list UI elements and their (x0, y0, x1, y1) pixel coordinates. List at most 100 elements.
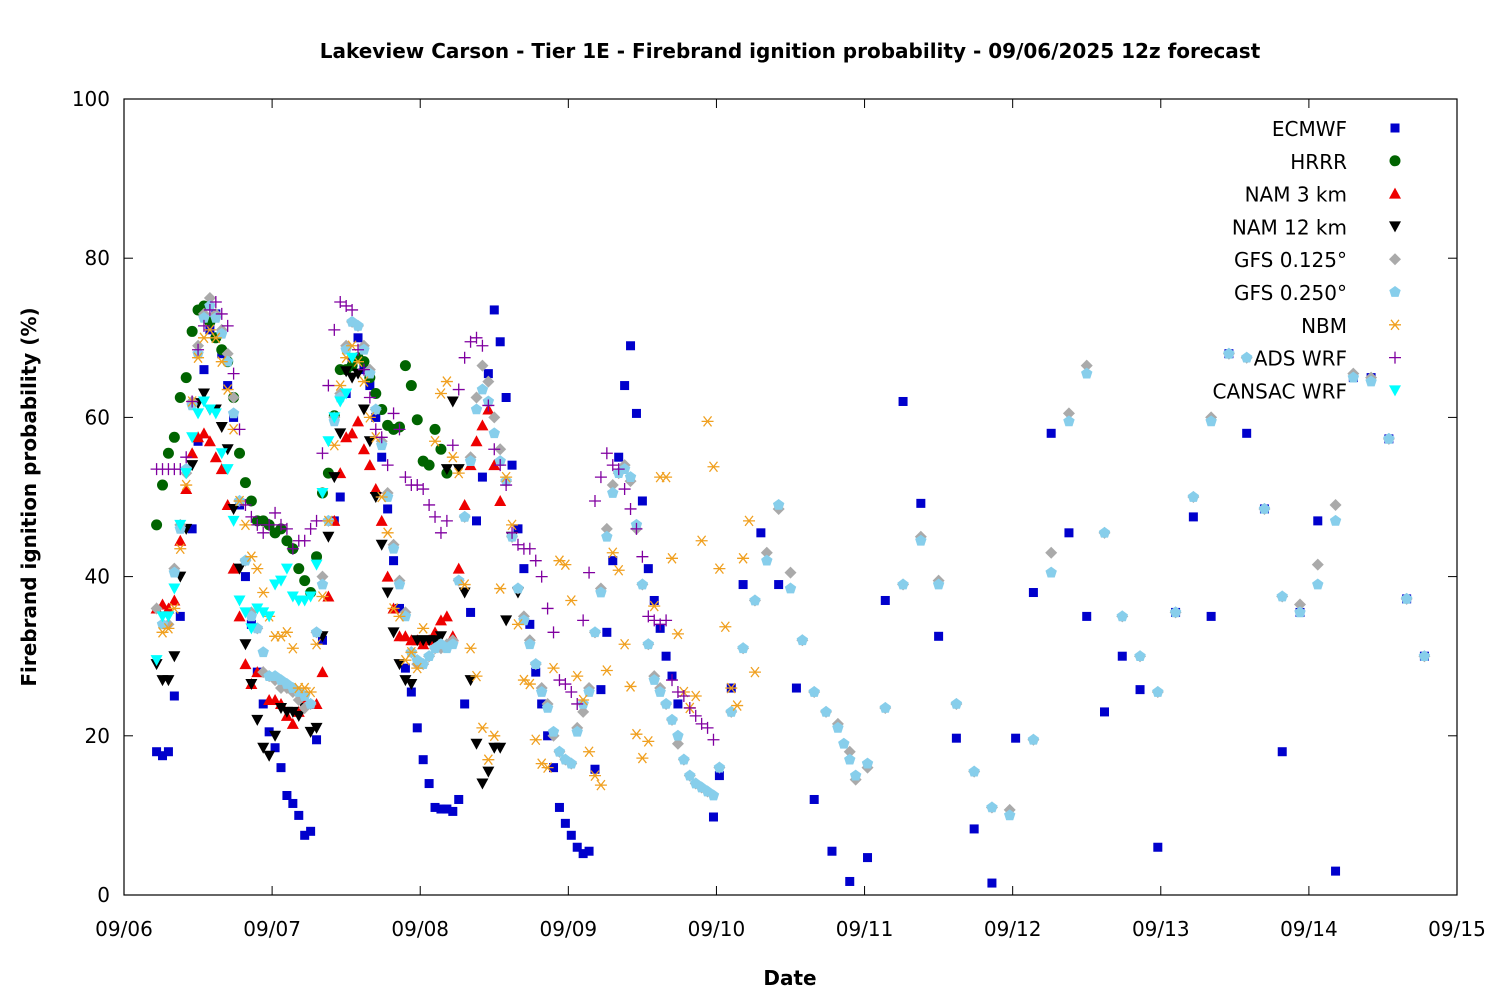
data-point-nam-12-km (340, 366, 353, 378)
data-point-ads-wrf (369, 423, 382, 436)
data-point-ecmwf (489, 305, 499, 315)
data-point-gfs-0-125 (1294, 598, 1307, 611)
data-point-nam-12-km (263, 750, 276, 762)
data-point-nam-12-km (322, 531, 335, 543)
data-point-ecmwf (791, 683, 801, 693)
data-point-hrrr (399, 360, 411, 372)
data-point-nbm (636, 752, 649, 764)
data-point-ads-wrf (209, 295, 222, 308)
data-point-gfs-0-125 (1311, 558, 1324, 571)
data-point-ecmwf (608, 556, 618, 566)
data-point-nam-3-km (340, 431, 353, 443)
data-point-gfs-0-125 (1062, 407, 1075, 420)
data-point-nam-3-km (476, 419, 489, 431)
data-point-ecmwf (738, 580, 748, 590)
data-point-nam-12-km (452, 464, 465, 476)
data-point-nam-3-km (494, 494, 507, 506)
plot-frame (123, 98, 1458, 896)
data-point-gfs-0-250 (1400, 592, 1413, 604)
data-point-nbm (488, 730, 501, 742)
data-point-gfs-0-125 (784, 566, 797, 579)
data-point-ecmwf (1028, 588, 1038, 598)
legend-label-ecmwf: ECMWF (1272, 117, 1347, 141)
data-point-ecmwf (276, 763, 286, 773)
legend: ECMWF HRRR NAM 3 km NAM 12 km GFS 0.125° GFS … (1212, 117, 1401, 403)
data-point-ecmwf (934, 631, 944, 641)
data-point-gfs-0-250 (245, 610, 258, 622)
data-point-ecmwf (863, 853, 873, 863)
data-point-nbm (689, 690, 702, 702)
data-point-gfs-0-250 (541, 701, 554, 713)
data-point-ecmwf (406, 687, 416, 697)
data-point-nbm (322, 515, 335, 527)
data-point-gfs-0-250 (1169, 606, 1182, 618)
data-point-gfs-0-250 (772, 498, 785, 510)
data-point-ads-wrf (304, 522, 317, 535)
data-point-ecmwf (554, 802, 564, 812)
data-point-nam-3-km (440, 610, 453, 622)
data-point-ads-wrf (571, 697, 584, 710)
data-point-ecmwf (1242, 428, 1252, 438)
data-point-gfs-0-125 (227, 391, 240, 404)
data-point-nam-12-km (197, 388, 210, 400)
legend-label-nam-3-km: NAM 3 km (1245, 183, 1347, 207)
data-point-cansac-wrf (203, 404, 216, 416)
data-point-ecmwf (620, 381, 630, 391)
data-point-gfs-0-250 (1004, 809, 1016, 821)
data-point-ecmwf (1277, 747, 1287, 757)
data-point-ads-wrf (393, 423, 406, 436)
data-point-ecmwf (596, 685, 606, 695)
data-point-ads-wrf (375, 431, 388, 444)
data-point-gfs-0-250 (1116, 610, 1128, 622)
x-tick-label: 09/10 (688, 917, 746, 941)
data-point-gfs-0-250 (470, 403, 483, 415)
data-point-cansac-wrf (274, 575, 287, 587)
data-point-nam-12-km (245, 679, 258, 691)
data-point-nbm (440, 376, 453, 387)
data-point-ecmwf (916, 498, 926, 508)
y-axis-title: Firebrand ignition probability (%) (17, 307, 41, 686)
data-point-nbm (446, 451, 459, 463)
data-point-nbm (209, 332, 222, 344)
data-point-gfs-0-250 (1347, 371, 1360, 383)
data-point-gfs-0-250 (832, 721, 844, 733)
data-point-ecmwf (306, 826, 316, 836)
data-point-cansac-wrf (340, 388, 353, 400)
data-point-ads-wrf (594, 471, 607, 484)
data-point-ads-wrf (263, 518, 276, 531)
data-point-hrrr (311, 551, 323, 563)
legend-marker-hrrr (1389, 155, 1401, 167)
series-cansac-wrf (150, 352, 359, 667)
data-point-nam-3-km (434, 614, 447, 626)
data-point-ecmwf (714, 771, 724, 781)
data-point-nbm (588, 770, 601, 782)
data-point-cansac-wrf (168, 583, 181, 595)
data-point-gfs-0-250 (464, 455, 477, 467)
data-point-ecmwf (566, 830, 576, 840)
data-point-nam-12-km (458, 587, 471, 599)
data-point-hrrr (180, 372, 192, 384)
data-point-nam-12-km (387, 627, 400, 639)
data-point-hrrr (293, 563, 305, 575)
data-point-ecmwf (400, 663, 410, 673)
data-point-ecmwf (495, 337, 505, 347)
data-point-ecmwf (560, 818, 570, 828)
data-point-gfs-0-250 (352, 319, 364, 331)
data-point-gfs-0-250 (1365, 375, 1377, 387)
legend-marker-gfs-0-250 (1389, 286, 1401, 297)
series-ads-wrf (150, 295, 720, 746)
data-point-ecmwf (987, 878, 997, 888)
data-point-nam-12-km (334, 428, 347, 440)
data-point-cansac-wrf (251, 603, 264, 615)
data-point-gfs-0-125 (482, 375, 495, 388)
data-point-ecmwf (708, 812, 718, 822)
data-point-nam-12-km (186, 460, 199, 472)
data-point-cansac-wrf (263, 611, 276, 623)
data-point-gfs-0-250 (654, 686, 666, 697)
data-point-ads-wrf (186, 395, 199, 408)
data-point-gfs-0-250 (897, 578, 909, 590)
data-point-nbm (648, 600, 661, 612)
data-point-ecmwf (436, 804, 446, 814)
data-point-gfs-0-250 (589, 626, 601, 638)
x-tick-label: 09/08 (391, 917, 449, 941)
